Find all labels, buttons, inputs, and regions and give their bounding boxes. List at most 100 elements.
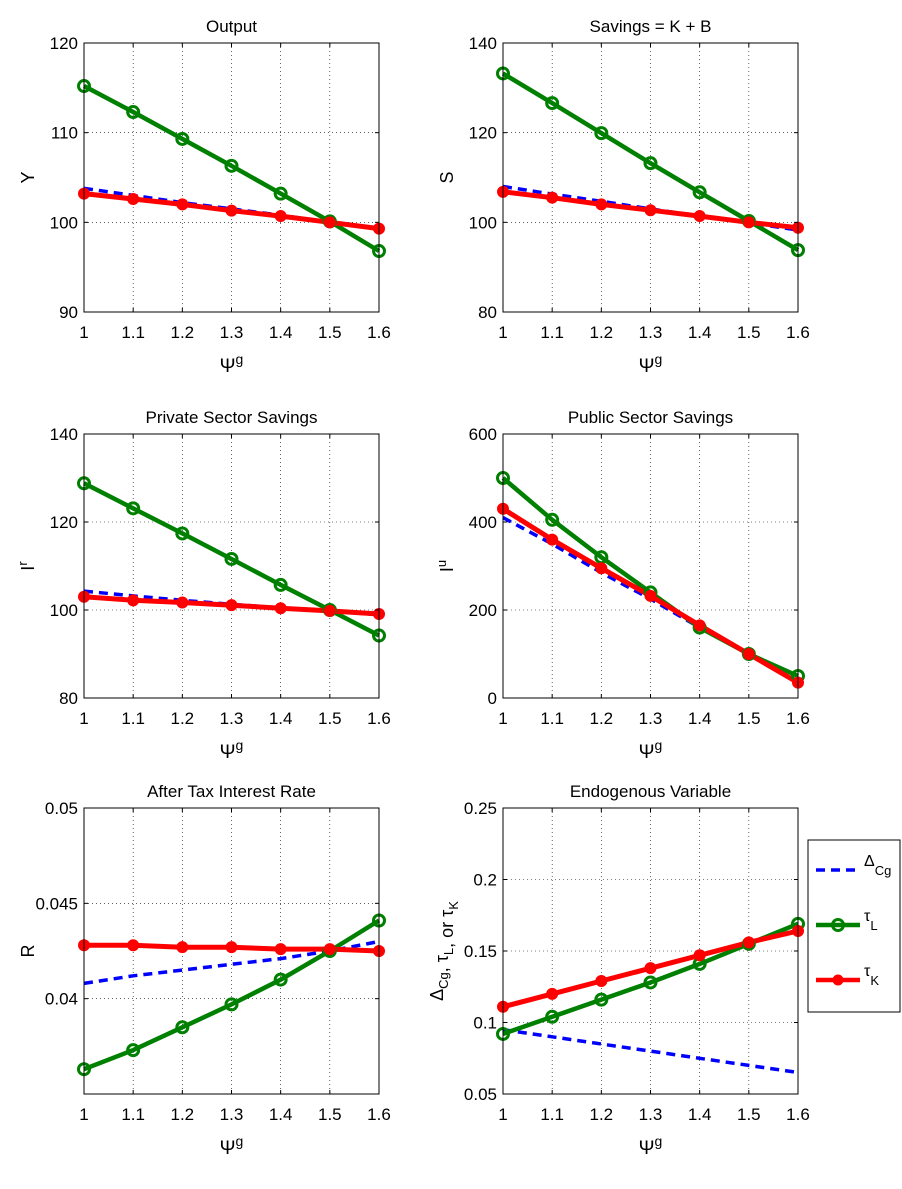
y-tick-label: 600: [469, 425, 497, 444]
x-tick-label: 1: [498, 323, 507, 342]
x-tick-label: 1.3: [639, 1105, 663, 1124]
x-tick-label: 1.1: [121, 323, 145, 342]
x-tick-label: 1.1: [540, 1105, 564, 1124]
point-tk: [274, 602, 287, 615]
x-axis-label: Ψg: [220, 737, 244, 763]
point-tl: [175, 1020, 190, 1035]
subplot-3: 1 1.1 1.2 1.3 1.4 1.5 1.6 80 100 120 140 Private Se…: [15, 408, 391, 763]
x-tick-label: 1.3: [220, 709, 244, 728]
y-tick-label: 80: [59, 689, 78, 708]
x-tick-label: 1.1: [540, 323, 564, 342]
x-tick-label: 1.4: [269, 323, 293, 342]
legend: ΔCg τL τK: [807, 839, 901, 1013]
y-axis-label: Y: [18, 171, 38, 183]
x-tick-label: 1: [498, 1105, 507, 1124]
point-tk: [176, 596, 189, 609]
legend-label-dcg: ΔCg: [864, 853, 891, 878]
legend-marker-tk: [832, 974, 844, 986]
x-axis-label: Ψg: [220, 351, 244, 377]
point-tl: [126, 501, 141, 516]
x-tick-label: 1.4: [688, 1105, 712, 1124]
point-tk: [595, 975, 608, 988]
point-tk: [225, 204, 238, 217]
x-tick-label: 1.5: [737, 1105, 761, 1124]
x-tick-label: 1.6: [367, 1105, 391, 1124]
y-tick-label: 0.15: [464, 942, 497, 961]
y-tick-label: 200: [469, 601, 497, 620]
x-tick-label: 1.6: [786, 1105, 810, 1124]
y-tick-label: 0.05: [45, 799, 78, 818]
x-tick-label: 1.1: [121, 709, 145, 728]
point-tk: [176, 941, 189, 954]
chart-title: Savings = K + B: [590, 17, 712, 36]
x-tick-label: 1.3: [220, 323, 244, 342]
subplot-6: 1 1.1 1.2 1.3 1.4 1.5 1.6 0.05 0.1 0.15 0.2 0.25 End…: [427, 782, 810, 1159]
x-tick-label: 1.2: [590, 323, 614, 342]
y-axis-label: R: [18, 945, 38, 958]
x-tick-label: 1: [79, 709, 88, 728]
x-axis-label: Ψg: [639, 737, 663, 763]
point-tl: [692, 185, 707, 200]
point-tk: [323, 943, 336, 956]
point-tk: [742, 648, 755, 660]
point-tk: [274, 943, 287, 956]
x-tick-label: 1.2: [171, 709, 195, 728]
x-tick-label: 1.6: [786, 323, 810, 342]
point-tl: [643, 156, 658, 171]
x-tick-label: 1.5: [318, 709, 342, 728]
x-tick-label: 1.6: [367, 709, 391, 728]
point-tl: [594, 992, 609, 1007]
y-tick-label: 0.045: [35, 894, 78, 913]
x-tick-label: 1.4: [269, 1105, 293, 1124]
x-tick-label: 1.6: [786, 709, 810, 728]
point-tl: [126, 1043, 141, 1058]
y-axis-label: S: [437, 171, 457, 183]
x-tick-label: 1.6: [367, 323, 391, 342]
y-tick-label: 90: [59, 303, 78, 322]
y-tick-label: 0.05: [464, 1085, 497, 1104]
x-tick-label: 1.2: [590, 1105, 614, 1124]
y-tick-label: 400: [469, 513, 497, 532]
point-tk: [323, 604, 336, 617]
x-tick-label: 1.5: [318, 323, 342, 342]
point-tk: [595, 198, 608, 211]
point-tk: [595, 562, 608, 575]
plot-area: [503, 808, 798, 1094]
subplot-5: 1 1.1 1.2 1.3 1.4 1.5 1.6 0.04 0.045 0.05 After Ta…: [18, 782, 391, 1159]
x-axis-label: Ψg: [639, 1133, 663, 1159]
point-tl: [643, 975, 658, 990]
point-tk: [693, 619, 706, 632]
x-axis-label: Ψg: [220, 1133, 244, 1159]
x-tick-label: 1.3: [220, 1105, 244, 1124]
x-tick-label: 1.5: [737, 709, 761, 728]
chart-title: Endogenous Variable: [570, 782, 731, 801]
point-tk: [546, 533, 559, 546]
x-tick-label: 1.4: [688, 323, 712, 342]
point-tk: [644, 589, 657, 602]
point-tk: [127, 594, 140, 607]
point-tk: [323, 216, 336, 229]
point-tk: [546, 191, 559, 204]
point-tl: [545, 96, 560, 111]
point-tl: [594, 126, 609, 141]
point-tk: [742, 216, 755, 229]
y-axis-label: Iu: [434, 560, 457, 572]
point-tk: [693, 210, 706, 223]
point-tk: [644, 962, 657, 975]
y-tick-label: 0.1: [473, 1014, 497, 1033]
chart-title: Public Sector Savings: [568, 408, 733, 427]
point-tk: [176, 198, 189, 211]
point-tl: [126, 105, 141, 120]
subplot-4: 1 1.1 1.2 1.3 1.4 1.5 1.6 0 200 400 600 Public Sect…: [434, 408, 810, 763]
point-tk: [693, 949, 706, 962]
x-tick-label: 1.2: [171, 323, 195, 342]
series-line-dcg: [502, 1027, 799, 1075]
x-tick-label: 1.3: [639, 323, 663, 342]
y-tick-label: 140: [469, 34, 497, 53]
y-tick-label: 100: [50, 213, 78, 232]
x-tick-label: 1.2: [171, 1105, 195, 1124]
x-tick-label: 1.4: [688, 709, 712, 728]
y-tick-label: 120: [50, 513, 78, 532]
point-tk: [546, 987, 559, 1000]
